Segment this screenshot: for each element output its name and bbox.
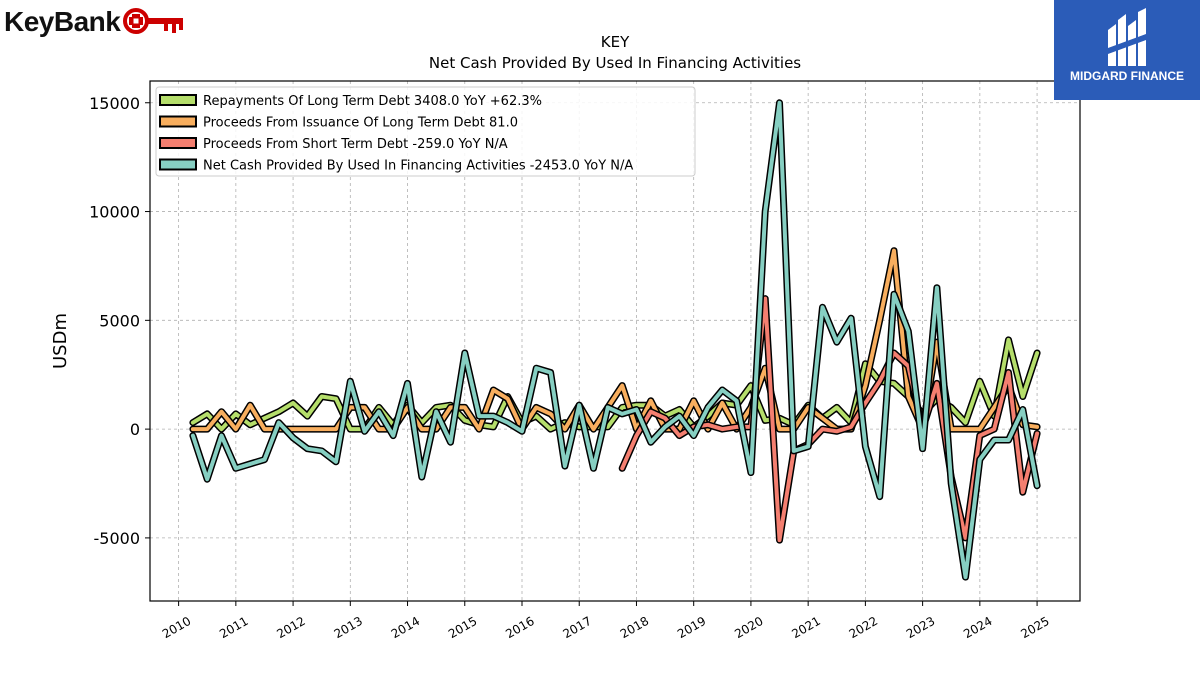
series-stroke (190, 100, 1040, 580)
x-tick-label: 2023 (904, 614, 937, 641)
legend-label: Net Cash Provided By Used In Financing A… (203, 159, 633, 174)
midgard-wordmark: MIDGARD FINANCE (1070, 69, 1184, 83)
y-tick-label: 10000 (89, 203, 140, 222)
x-tick-label: 2013 (332, 614, 365, 641)
x-tick-label: 2022 (847, 614, 880, 641)
legend-swatch (159, 94, 197, 106)
x-tick-label: 2021 (789, 614, 822, 641)
x-tick-label: 2011 (217, 614, 250, 641)
x-tick-label: 2012 (274, 614, 307, 641)
x-tick-label: 2024 (961, 614, 994, 641)
x-tick-label: 2014 (389, 614, 422, 641)
x-tick-label: 2015 (446, 614, 479, 641)
y-tick-label: 15000 (89, 94, 140, 113)
x-tick-label: 2018 (618, 614, 651, 641)
x-tick-label: 2019 (675, 614, 708, 641)
x-tick-label: 2025 (1018, 614, 1051, 641)
legend-label: Proceeds From Issuance Of Long Term Debt… (203, 116, 518, 131)
legend-label: Proceeds From Short Term Debt -259.0 YoY… (203, 137, 508, 152)
chart-title: KEY (601, 33, 630, 51)
legend: Repayments Of Long Term Debt 3408.0 YoY … (155, 86, 696, 177)
y-tick-label: -5000 (94, 529, 141, 548)
y-axis-label: USDm (50, 313, 71, 369)
legend-swatch (159, 115, 197, 128)
y-tick-label: 0 (130, 420, 140, 439)
keybank-logo: KeyBank (4, 4, 186, 40)
x-tick-label: 2017 (561, 614, 594, 641)
y-tick-label: 5000 (99, 311, 140, 330)
x-tick-label: 2020 (732, 614, 765, 641)
legend-swatch (159, 158, 197, 171)
series-stroke (190, 337, 1040, 432)
series-line-3 (189, 99, 1041, 581)
x-tick-label: 2010 (160, 614, 193, 641)
series-line-1 (189, 247, 1041, 433)
midgard-finance-logo: MIDGARD FINANCE (1054, 0, 1200, 100)
key-icon (123, 8, 184, 34)
chart-subtitle: Net Cash Provided By Used In Financing A… (429, 54, 801, 72)
midgard-mark-icon (1108, 8, 1146, 66)
series-stroke (190, 248, 1040, 432)
plot-frame (149, 80, 1081, 602)
legend-swatch (159, 137, 197, 149)
keybank-wordmark: KeyBank (4, 6, 121, 37)
series-line-0 (189, 336, 1041, 433)
legend-label: Repayments Of Long Term Debt 3408.0 YoY … (203, 94, 542, 109)
x-tick-label: 2016 (503, 614, 536, 641)
legend-box (155, 86, 696, 177)
